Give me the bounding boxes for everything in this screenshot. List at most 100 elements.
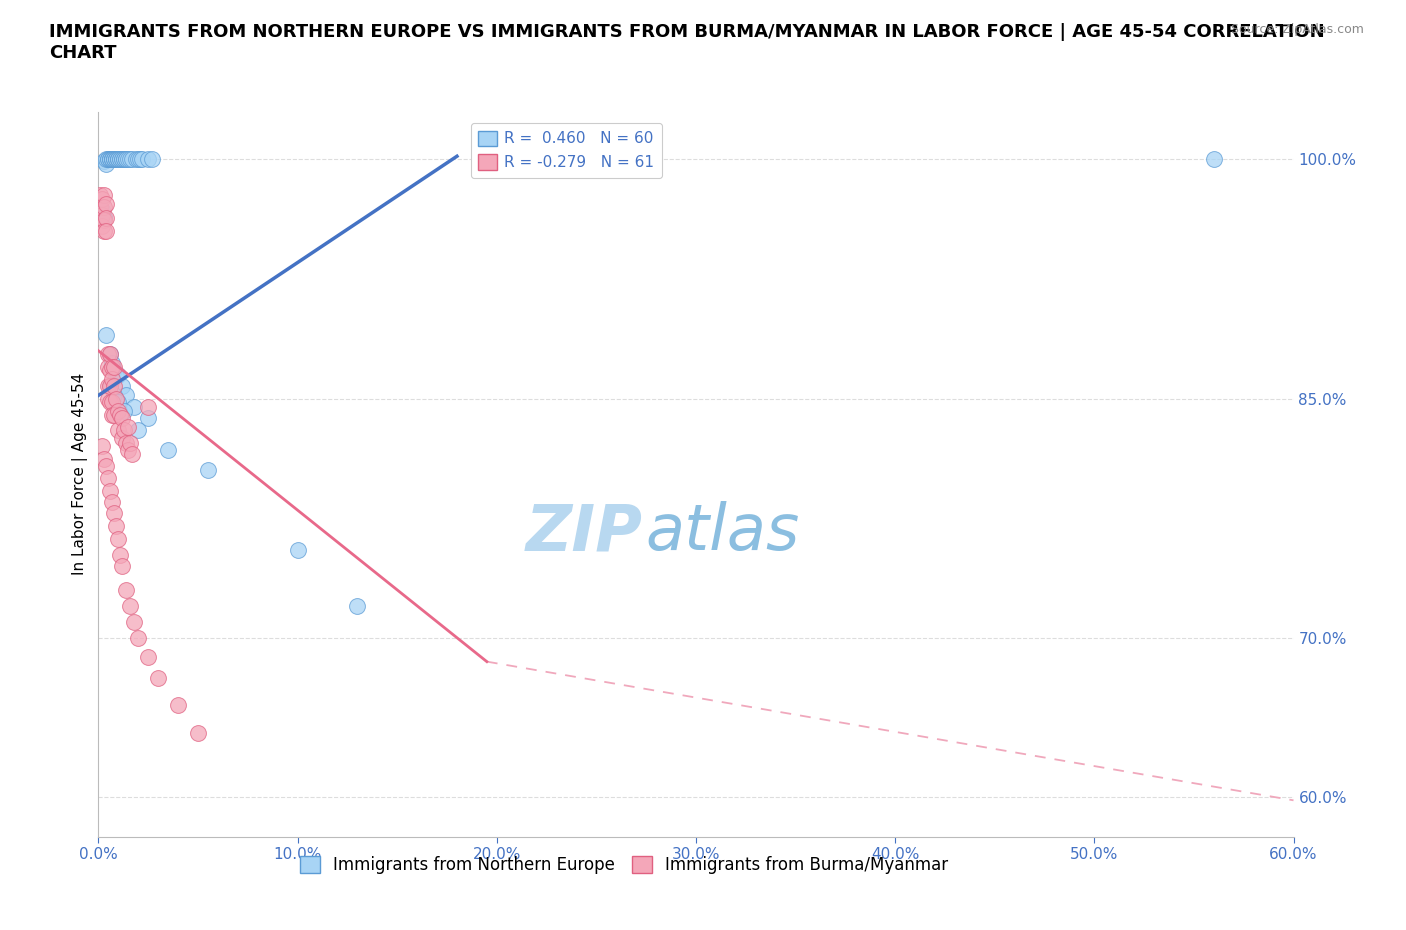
Point [287, 542, 309, 557]
Point [101, 152, 124, 166]
Point [105, 152, 128, 166]
Point [112, 152, 135, 166]
Point [111, 431, 134, 445]
Point [136, 152, 159, 166]
Point [124, 615, 146, 630]
Point [117, 442, 139, 457]
Point [97, 379, 120, 393]
Point [105, 152, 128, 166]
Point [111, 410, 134, 425]
Point [120, 152, 142, 166]
Point [97, 347, 120, 362]
Point [91, 192, 114, 206]
Point [121, 447, 143, 462]
Point [111, 559, 134, 574]
Point [96, 458, 118, 473]
Point [98, 347, 122, 362]
Point [101, 394, 124, 409]
Point [97, 152, 120, 166]
Point [103, 506, 125, 521]
Point [115, 388, 138, 403]
Point [93, 213, 115, 228]
Text: ZIP: ZIP [526, 501, 643, 564]
Point [93, 187, 115, 202]
Point [112, 423, 135, 438]
Point [127, 152, 149, 166]
Point [107, 367, 129, 382]
Point [98, 484, 122, 498]
Point [127, 631, 149, 645]
Point [107, 531, 129, 546]
Point [98, 394, 122, 409]
Point [96, 211, 118, 226]
Point [101, 407, 124, 422]
Point [111, 379, 134, 393]
Point [110, 152, 132, 166]
Point [96, 224, 118, 239]
Point [346, 598, 368, 613]
Point [103, 359, 125, 374]
Point [98, 152, 122, 166]
Text: Source: ZipAtlas.com: Source: ZipAtlas.com [1230, 23, 1364, 36]
Point [121, 152, 143, 166]
Point [93, 153, 115, 168]
Point [115, 152, 138, 166]
Point [93, 200, 115, 215]
Point [125, 152, 148, 166]
Point [101, 356, 124, 371]
Point [98, 379, 122, 393]
Point [91, 203, 114, 218]
Point [115, 436, 138, 451]
Point [115, 152, 138, 166]
Point [120, 598, 142, 613]
Point [107, 152, 129, 166]
Point [91, 439, 114, 454]
Point [1202, 152, 1225, 166]
Point [136, 410, 159, 425]
Point [187, 726, 209, 741]
Point [131, 152, 153, 166]
Point [124, 399, 146, 414]
Point [96, 152, 118, 166]
Point [101, 152, 124, 166]
Point [101, 152, 124, 166]
Point [101, 372, 124, 387]
Text: atlas: atlas [645, 501, 800, 564]
Point [89, 200, 111, 215]
Point [97, 152, 120, 166]
Point [93, 452, 115, 467]
Point [101, 495, 124, 510]
Point [98, 152, 122, 166]
Point [112, 152, 135, 166]
Point [111, 152, 134, 166]
Point [120, 436, 142, 451]
Point [141, 152, 163, 166]
Point [167, 698, 190, 712]
Point [110, 407, 132, 422]
Point [98, 152, 122, 166]
Point [107, 404, 129, 418]
Point [111, 152, 134, 166]
Point [98, 363, 122, 378]
Point [105, 519, 128, 534]
Point [98, 379, 122, 393]
Point [127, 423, 149, 438]
Point [96, 196, 118, 211]
Point [103, 407, 125, 422]
Point [101, 152, 124, 166]
Point [103, 363, 125, 378]
Point [115, 582, 138, 597]
Point [97, 359, 120, 374]
Legend: Immigrants from Northern Europe, Immigrants from Burma/Myanmar: Immigrants from Northern Europe, Immigra… [294, 849, 955, 881]
Point [103, 388, 125, 403]
Text: IMMIGRANTS FROM NORTHERN EUROPE VS IMMIGRANTS FROM BURMA/MYANMAR IN LABOR FORCE : IMMIGRANTS FROM NORTHERN EUROPE VS IMMIG… [49, 23, 1324, 62]
Point [105, 392, 128, 406]
Point [117, 419, 139, 434]
Point [103, 152, 125, 166]
Y-axis label: In Labor Force | Age 45-54: In Labor Force | Age 45-54 [72, 373, 89, 576]
Point [136, 649, 159, 664]
Point [107, 152, 129, 166]
Point [91, 219, 114, 233]
Point [107, 423, 129, 438]
Point [148, 671, 170, 685]
